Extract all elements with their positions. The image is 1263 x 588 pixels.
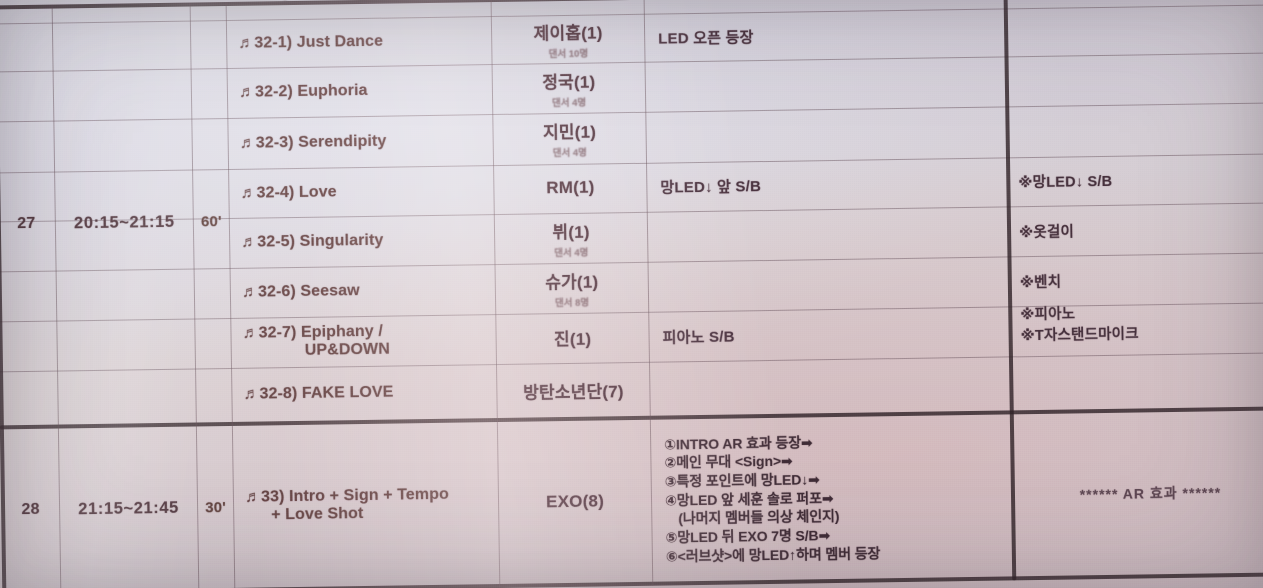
note-cell [659, 107, 1000, 163]
song-title: ♬32-5) Singularity [241, 231, 384, 251]
row-index-28: 28 [21, 500, 40, 519]
performer-count: (1) [574, 122, 597, 142]
performer-sub: 댄서 10명 [548, 48, 589, 60]
row-duration-27: 60' [200, 212, 222, 230]
performer-name: 방탄소년단 [522, 381, 603, 403]
performer-cell: 제이홉(1) 댄서 10명 [492, 14, 645, 64]
performer-count: (1) [581, 22, 603, 43]
performer-cell: 지민(1) 댄서 4명 [493, 112, 646, 165]
note-cell: LED 오픈 등장 [658, 28, 754, 48]
note-cell [661, 207, 1002, 262]
remark-cell [1016, 4, 1263, 56]
performer-count: (8) [582, 491, 605, 511]
performer-name: 진 [553, 329, 570, 349]
performer-name: 정국 [542, 72, 575, 92]
step-item: ⑥<러브샷>에 망LED↑하며 멤버 등장 [665, 544, 881, 565]
performer-count: (1) [573, 72, 596, 92]
row-time-27: 20:15~21:15 [73, 212, 175, 232]
remark-line2: ※T자스탠드마이크 [1020, 326, 1139, 345]
song-title-line2: UP&DOWN [304, 340, 391, 359]
note-cell-steps: ①INTRO AR 효과 등장➡ ②메인 무대 <Sign>➡ ③특정 포인트에… [664, 414, 1012, 581]
performer-sub: 댄서 4명 [551, 97, 587, 109]
song-title-line2: + Love Shot [271, 505, 364, 524]
performer-sub: 댄서 8명 [554, 297, 590, 309]
performer-name: EXO [545, 491, 583, 512]
performer-count: (1) [569, 329, 592, 349]
performer-name: 뷔 [552, 222, 569, 242]
performer-sub [546, 199, 594, 200]
song-title: ♬32-4) Love [240, 182, 337, 202]
performer-count: (7) [602, 381, 624, 401]
song-title: ♬32-8) FAKE LOVE [243, 383, 394, 403]
performer-cell: 슈가(1) 댄서 8명 [496, 262, 649, 314]
song-cell: ♬32-7) Epiphany / UP&DOWN [242, 314, 493, 368]
remark-cell: ※피아노 ※T자스탠드마이크 [1020, 294, 1263, 350]
performer-sub: 댄서 4명 [554, 247, 589, 259]
note-cell: 망LED↓ 앞 S/B [660, 178, 762, 197]
song-title: ♬32-1) Just Dance [238, 32, 384, 52]
performer-cell: 정국(1) 댄서 4명 [493, 62, 646, 114]
song-title: ♬33) Intro + Sign + Tempo [244, 485, 450, 506]
performer-cell: RM(1) [494, 163, 647, 214]
performer-name: 지민 [542, 122, 575, 143]
note-cell [663, 357, 1004, 416]
performer-cell: 진(1) [496, 312, 649, 364]
performer-cell: 뷔(1) 댄서 4명 [495, 212, 648, 264]
row-duration-28: 30' [205, 498, 227, 516]
song-title: ♬32-6) Seesaw [241, 282, 360, 301]
song-title: ♬32-3) Serendipity [239, 132, 387, 152]
remark-cell: ※망LED↓ S/B [1018, 173, 1113, 192]
performer-sub [554, 351, 591, 352]
performer-cell: 방탄소년단(7) [497, 362, 650, 418]
performer-count: (1) [572, 177, 595, 197]
remark-cell [1021, 352, 1263, 410]
performer-cell: EXO(8) [498, 420, 652, 584]
note-cell: 피아노 S/B [662, 327, 735, 347]
note-cell [661, 257, 1002, 312]
row-index-27: 27 [17, 214, 36, 233]
performer-name: 슈가 [545, 272, 578, 292]
song-cell: ♬33) Intro + Sign + Tempo + Love Shot [244, 422, 496, 588]
note-cell [659, 57, 1000, 112]
performer-count: (1) [568, 222, 590, 242]
remark-cell [1016, 52, 1263, 106]
song-title: ♬32-2) Euphoria [238, 81, 368, 101]
remark-line1: ※피아노 [1020, 306, 1076, 324]
step-list: ①INTRO AR 효과 등장➡ ②메인 무대 <Sign>➡ ③특정 포인트에… [664, 432, 880, 565]
remark-cell: ※옷걸이 [1018, 223, 1075, 241]
song-title: ♬32-7) Epiphany / [242, 322, 384, 342]
performer-name: 제이홉 [533, 23, 582, 43]
performer-name: RM [546, 177, 574, 197]
remark-cell-ar: ****** AR 효과 ****** [1079, 484, 1222, 503]
performer-sub: 댄서 4명 [552, 147, 588, 160]
row-time-28: 21:15~21:45 [78, 498, 180, 518]
remark-cell [1017, 102, 1263, 157]
performer-count: (1) [576, 272, 599, 292]
